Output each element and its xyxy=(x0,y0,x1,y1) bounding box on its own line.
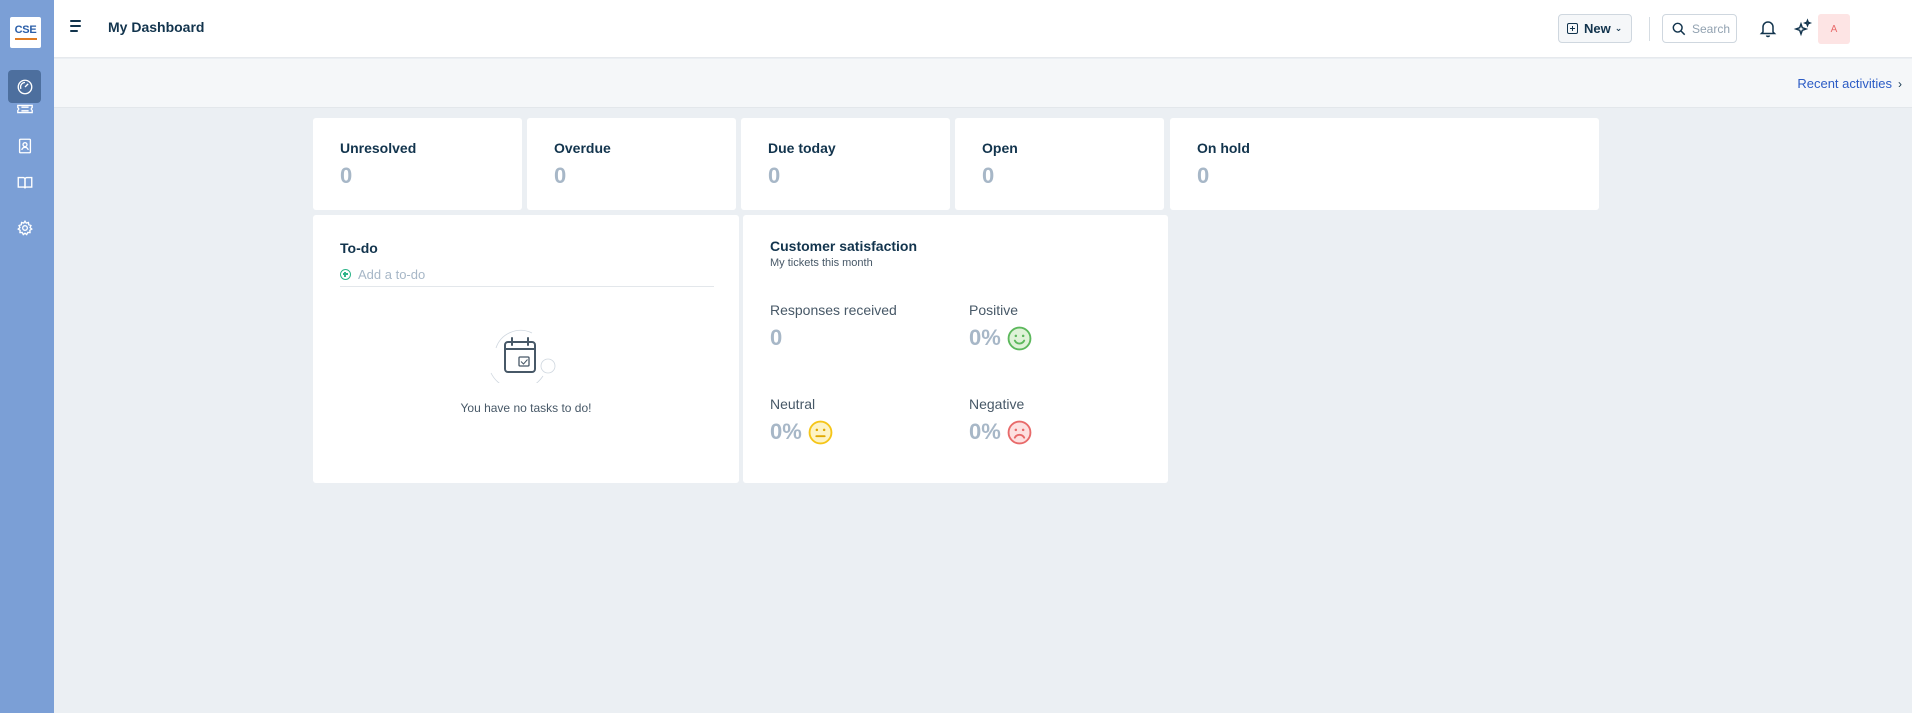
csat-positive: Positive 0% xyxy=(969,302,1032,351)
stat-card-unresolved[interactable]: Unresolved 0 xyxy=(313,118,522,210)
top-header: My Dashboard xyxy=(54,0,1912,58)
app-logo[interactable]: CSE xyxy=(10,17,41,48)
csat-positive-label: Positive xyxy=(969,302,1019,318)
stat-value: 0 xyxy=(554,163,567,188)
csat-neutral-label: Neutral xyxy=(770,396,816,412)
csat-neutral: Neutral 0% xyxy=(770,396,833,445)
csat-responses-value: 0 xyxy=(770,325,783,350)
add-circle-icon xyxy=(340,269,351,280)
sidebar-item-admin[interactable] xyxy=(8,211,41,244)
search-icon xyxy=(1672,22,1686,35)
avatar[interactable]: A xyxy=(1818,14,1850,44)
csat-subtitle: My tickets this month xyxy=(770,257,873,269)
happy-face-icon xyxy=(1007,326,1032,350)
neutral-face-icon xyxy=(808,420,833,444)
stat-card-due-today[interactable]: Due today 0 xyxy=(741,118,950,210)
book-icon xyxy=(17,176,32,189)
ticket-icon xyxy=(16,104,33,113)
add-todo-placeholder: Add a to-do xyxy=(358,267,426,282)
dashboard-icon xyxy=(17,79,32,94)
stat-label: Overdue xyxy=(554,140,611,156)
csat-responses: Responses received 0 xyxy=(770,302,897,351)
stat-value: 0 xyxy=(768,163,781,188)
todo-title: To-do xyxy=(340,240,378,256)
menu-toggle-icon[interactable] xyxy=(70,20,84,34)
stat-value: 0 xyxy=(340,163,353,188)
todo-card: To-do Add a to-do You have no tasks to d… xyxy=(313,215,739,483)
contacts-icon xyxy=(18,138,31,153)
csat-negative-value: 0% xyxy=(969,419,1001,444)
csat-responses-label: Responses received xyxy=(770,302,897,318)
stat-label: Unresolved xyxy=(340,140,417,156)
csat-card: Customer satisfaction My tickets this mo… xyxy=(743,215,1168,483)
chevron-right-icon: › xyxy=(1898,76,1902,91)
todo-empty-message: You have no tasks to do! xyxy=(460,401,592,415)
csat-negative: Negative 0% xyxy=(969,396,1032,445)
recent-activities-link[interactable]: Recent activities › xyxy=(1797,76,1902,91)
sparkle-icon xyxy=(1793,18,1813,37)
add-todo-input[interactable]: Add a to-do xyxy=(340,267,714,287)
csat-negative-label: Negative xyxy=(969,396,1025,412)
sidebar-item-dashboard[interactable] xyxy=(8,70,41,103)
recent-activities-label: Recent activities xyxy=(1797,76,1892,91)
plus-square-icon xyxy=(1567,23,1578,34)
logo-text: CSE xyxy=(14,24,37,36)
csat-positive-value: 0% xyxy=(969,325,1001,350)
page-title: My Dashboard xyxy=(108,19,205,35)
stat-label: Due today xyxy=(768,140,836,156)
stat-label: Open xyxy=(982,140,1018,156)
search-placeholder: Search xyxy=(1692,21,1731,36)
csat-title: Customer satisfaction xyxy=(770,238,918,254)
new-button-label: New xyxy=(1584,21,1611,36)
sub-header: Recent activities › xyxy=(54,59,1912,108)
stat-card-overdue[interactable]: Overdue 0 xyxy=(527,118,736,210)
calendar-empty-icon xyxy=(490,329,556,383)
sidebar: CSE xyxy=(0,0,54,713)
notifications-button[interactable] xyxy=(1758,18,1778,43)
header-divider xyxy=(1649,17,1650,41)
stat-value: 0 xyxy=(982,163,995,188)
sidebar-item-contacts[interactable] xyxy=(8,129,41,162)
search-button[interactable]: Search xyxy=(1662,14,1737,43)
stat-label: On hold xyxy=(1197,140,1250,156)
chevron-down-icon: ⌄ xyxy=(1614,23,1623,33)
gear-icon xyxy=(16,219,33,236)
ai-assist-button[interactable] xyxy=(1793,18,1813,43)
new-button[interactable]: New ⌄ xyxy=(1558,14,1632,43)
sidebar-item-knowledge-base[interactable] xyxy=(8,166,41,199)
sidebar-item-tickets[interactable] xyxy=(8,92,41,125)
stat-value: 0 xyxy=(1197,163,1210,188)
bell-icon xyxy=(1759,21,1777,38)
stat-card-open[interactable]: Open 0 xyxy=(955,118,1164,210)
stat-card-on-hold[interactable]: On hold 0 xyxy=(1170,118,1599,210)
csat-neutral-value: 0% xyxy=(770,419,802,444)
sad-face-icon xyxy=(1007,420,1032,444)
